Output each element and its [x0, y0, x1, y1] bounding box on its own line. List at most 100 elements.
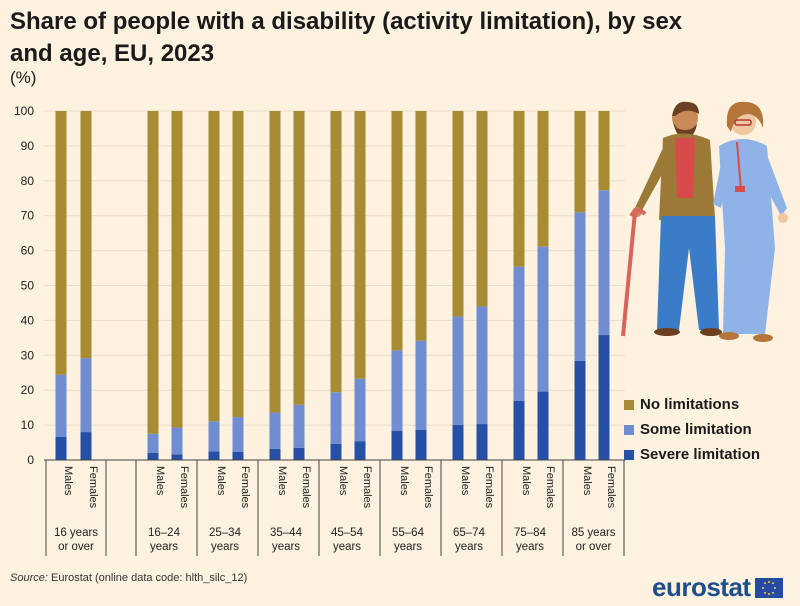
x-group-label: or over	[58, 541, 94, 553]
x-category-label: Females	[422, 466, 434, 509]
bar-some-limitation	[391, 350, 403, 431]
bar-severe-limitation	[598, 335, 610, 460]
source-text: Eurostat (online data code: hlth_silc_12…	[50, 572, 248, 584]
bar-no-limitations	[415, 111, 427, 341]
x-category-label: Males	[276, 466, 288, 496]
x-group-label: 55–64	[392, 527, 425, 539]
bar-no-limitations	[476, 111, 488, 307]
bar-severe-limitation	[232, 451, 244, 460]
legend: No limitations Some limitation Severe li…	[624, 392, 760, 467]
unit-label: (%)	[10, 68, 37, 87]
x-group-label: years	[333, 541, 361, 553]
y-tick-label: 90	[21, 139, 35, 153]
x-group-label: years	[211, 541, 239, 553]
x-category-label: Males	[215, 466, 227, 496]
y-tick-label: 60	[21, 244, 35, 258]
bar-some-limitation	[354, 378, 366, 442]
x-category-label: Females	[544, 466, 556, 509]
bar-severe-limitation	[574, 360, 586, 460]
x-category-label: Females	[178, 466, 190, 509]
bar-some-limitation	[80, 358, 92, 433]
x-group-label: years	[516, 541, 544, 553]
legend-label-severe-limitation: Severe limitation	[640, 446, 761, 463]
x-group-label: 75–84	[514, 527, 547, 539]
legend-item-no-limitations: No limitations	[624, 392, 760, 417]
bar-severe-limitation	[80, 432, 92, 460]
x-group-label: 35–44	[270, 527, 303, 539]
bar-some-limitation	[232, 417, 244, 452]
x-group-label: 25–34	[209, 527, 242, 539]
bar-no-limitations	[598, 111, 610, 191]
bar-severe-limitation	[208, 451, 220, 460]
x-group-label: or over	[576, 541, 612, 553]
x-category-label: Females	[239, 466, 251, 509]
bar-severe-limitation	[171, 454, 183, 460]
x-group-label: 85 years	[571, 527, 615, 539]
y-tick-label: 100	[14, 104, 34, 118]
x-group-label: years	[455, 541, 483, 553]
x-category-label: Males	[459, 466, 471, 496]
legend-item-some-limitation: Some limitation	[624, 417, 760, 442]
bar-some-limitation	[513, 266, 525, 402]
bar-severe-limitation	[269, 448, 281, 460]
source-note: Source: Eurostat (online data code: hlth…	[10, 572, 247, 584]
bar-severe-limitation	[537, 391, 549, 460]
bar-some-limitation	[55, 374, 67, 437]
legend-swatch-severe-limitation	[624, 449, 634, 460]
x-group-label: years	[272, 541, 300, 553]
bar-severe-limitation	[452, 424, 464, 460]
x-category-label: Females	[605, 466, 617, 509]
bar-some-limitation	[476, 306, 488, 425]
bar-severe-limitation	[476, 424, 488, 460]
bar-severe-limitation	[391, 430, 403, 460]
y-tick-label: 80	[21, 174, 35, 188]
y-tick-label: 20	[21, 383, 35, 397]
bar-some-limitation	[269, 412, 281, 449]
y-tick-label: 10	[21, 418, 35, 432]
legend-label-some-limitation: Some limitation	[640, 421, 752, 438]
x-category-label: Males	[62, 466, 74, 496]
bar-no-limitations	[293, 111, 305, 405]
bar-some-limitation	[452, 316, 464, 425]
bar-some-limitation	[171, 427, 183, 455]
x-category-label: Females	[483, 466, 495, 509]
bar-no-limitations	[537, 111, 549, 247]
eurostat-logo: eurostat	[652, 572, 783, 603]
x-category-label: Males	[337, 466, 349, 496]
bar-some-limitation	[537, 246, 549, 392]
x-category-label: Females	[361, 466, 373, 509]
elderly-couple-illustration	[621, 101, 788, 342]
x-category-label: Males	[398, 466, 410, 496]
bar-no-limitations	[330, 111, 342, 393]
bar-no-limitations	[513, 111, 525, 267]
x-group-label: 45–54	[331, 527, 364, 539]
bar-severe-limitation	[55, 436, 67, 460]
logo-wordmark: eurostat	[652, 572, 751, 602]
bar-severe-limitation	[293, 447, 305, 460]
source-label: Source:	[10, 572, 48, 584]
x-category-label: Females	[300, 466, 312, 509]
x-category-label: Males	[581, 466, 593, 496]
legend-swatch-no-limitations	[624, 399, 634, 410]
bar-no-limitations	[452, 111, 464, 317]
bar-some-limitation	[415, 340, 427, 430]
bar-no-limitations	[354, 111, 366, 379]
eu-flag-icon	[754, 577, 783, 598]
chart-title: Share of people with a disability (activ…	[10, 8, 683, 67]
y-tick-label: 40	[21, 313, 35, 327]
x-group-label: years	[394, 541, 422, 553]
bar-no-limitations	[232, 111, 244, 418]
x-category-label: Females	[87, 466, 99, 509]
bar-no-limitations	[208, 111, 220, 422]
x-group-label: 16 years	[54, 527, 98, 539]
x-group-label: 16–24	[148, 527, 181, 539]
x-category-label: Males	[154, 466, 166, 496]
bar-some-limitation	[147, 433, 159, 454]
bar-some-limitation	[293, 404, 305, 448]
x-group-label: 65–74	[453, 527, 486, 539]
legend-item-severe-limitation: Severe limitation	[624, 442, 760, 467]
legend-label-no-limitations: No limitations	[640, 396, 740, 413]
bar-some-limitation	[598, 190, 610, 336]
bar-no-limitations	[269, 111, 281, 413]
bar-severe-limitation	[354, 441, 366, 460]
